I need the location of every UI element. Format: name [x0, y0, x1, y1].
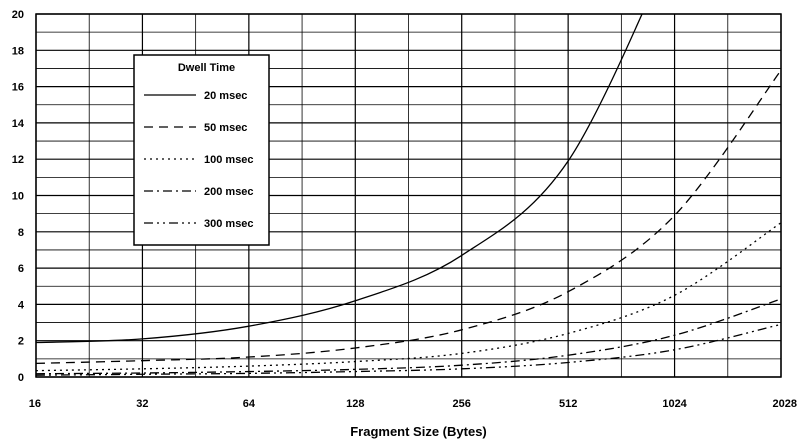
series-line-50-msec: [36, 69, 781, 365]
legend-title: Dwell Time: [178, 62, 235, 74]
legend-items: 20 msec 50 msec 100 msec 200 msec 300 msec: [144, 90, 254, 230]
x-tick-label: 16: [29, 398, 41, 410]
legend-box: [133, 54, 270, 246]
x-tick-label: 64: [243, 398, 256, 410]
legend: Dwell Time 20 msec 50 msec 100 msec 200 mse…: [133, 54, 270, 246]
y-tick-label: 18: [12, 45, 24, 57]
series-line-20-msec: [36, 14, 643, 344]
plot-frame: [35, 13, 782, 378]
y-tick-label: 0: [18, 372, 24, 384]
x-tick-label: 2028: [773, 398, 797, 410]
y-tick-label: 4: [18, 299, 25, 311]
y-tick-label: 10: [12, 191, 24, 203]
y-tick-label: 14: [12, 118, 25, 130]
x-tick-label: 128: [346, 398, 364, 410]
legend-label: 200 msec: [204, 186, 254, 198]
legend-label: 300 msec: [204, 218, 254, 230]
series-line-200-msec: [36, 298, 781, 375]
x-axis-title: Fragment Size (Bytes): [350, 424, 487, 439]
y-tick-label: 2: [18, 336, 24, 348]
y-tick-label: 6: [18, 263, 24, 275]
chart-series: [36, 14, 781, 376]
x-tick-label: 256: [453, 398, 471, 410]
legend-label: 100 msec: [204, 154, 254, 166]
legend-label: 50 msec: [204, 122, 247, 134]
x-tick-label: 32: [136, 398, 148, 410]
y-tick-label: 12: [12, 154, 24, 166]
y-tick-label: 16: [12, 82, 24, 94]
x-axis-ticks: 16 32 64 128 256 512 1024 2028: [29, 398, 797, 410]
legend-label: 20 msec: [204, 90, 247, 102]
y-axis-ticks: 0 2 4 6 8 10 12 14 16 18 20: [12, 9, 25, 384]
series-line-300-msec: [36, 323, 781, 376]
y-tick-label: 8: [18, 227, 24, 239]
y-tick-label: 20: [12, 9, 24, 21]
x-tick-label: 512: [559, 398, 577, 410]
x-tick-label: 1024: [662, 398, 687, 410]
